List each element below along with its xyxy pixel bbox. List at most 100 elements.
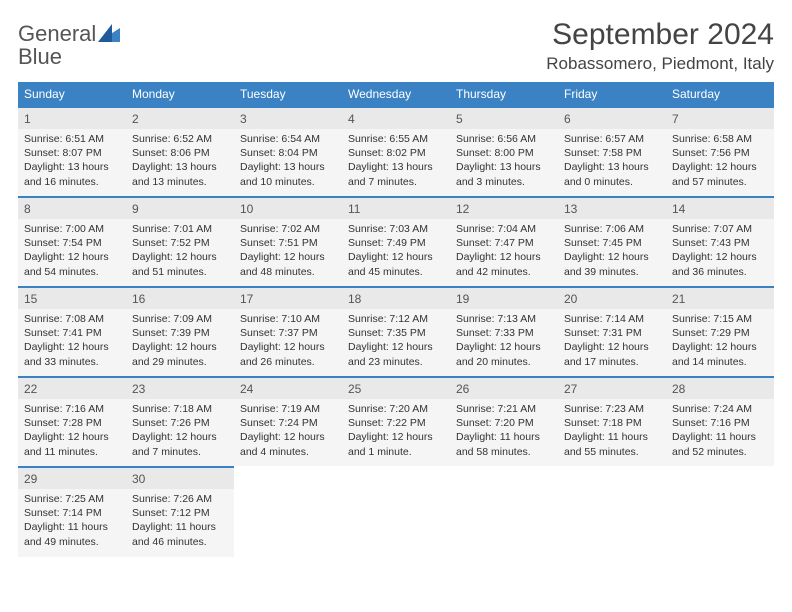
day-detail-line: Sunrise: 7:15 AM xyxy=(672,312,768,326)
day-detail-line: Sunset: 7:33 PM xyxy=(456,326,552,340)
day-cell: Sunrise: 7:09 AMSunset: 7:39 PMDaylight:… xyxy=(126,309,234,377)
day-number: 22 xyxy=(18,377,126,399)
day-detail-line: and 51 minutes. xyxy=(132,265,228,279)
day-cell: Sunrise: 6:57 AMSunset: 7:58 PMDaylight:… xyxy=(558,129,666,197)
day-number: 5 xyxy=(450,107,558,129)
day-detail-line: and 0 minutes. xyxy=(564,175,660,189)
day-detail-line: Sunset: 7:31 PM xyxy=(564,326,660,340)
day-detail-line: Daylight: 12 hours xyxy=(24,430,120,444)
title-block: September 2024 Robassomero, Piedmont, It… xyxy=(546,18,774,74)
day-detail-line: Daylight: 12 hours xyxy=(24,250,120,264)
day-cell: Sunrise: 7:00 AMSunset: 7:54 PMDaylight:… xyxy=(18,219,126,287)
day-number: 6 xyxy=(558,107,666,129)
day-detail-line: Sunset: 7:28 PM xyxy=(24,416,120,430)
day-detail-line: and 58 minutes. xyxy=(456,445,552,459)
day-cell: Sunrise: 6:58 AMSunset: 7:56 PMDaylight:… xyxy=(666,129,774,197)
empty-cell xyxy=(450,467,558,489)
day-cell: Sunrise: 7:06 AMSunset: 7:45 PMDaylight:… xyxy=(558,219,666,287)
day-detail-line: and 23 minutes. xyxy=(348,355,444,369)
day-detail-line: Daylight: 13 hours xyxy=(132,160,228,174)
day-detail-line: Sunrise: 7:07 AM xyxy=(672,222,768,236)
day-detail-line: Sunset: 8:00 PM xyxy=(456,146,552,160)
day-detail-line: Sunset: 7:54 PM xyxy=(24,236,120,250)
day-detail-line: Sunset: 7:49 PM xyxy=(348,236,444,250)
day-detail-line: Sunrise: 7:13 AM xyxy=(456,312,552,326)
day-detail-line: Daylight: 13 hours xyxy=(240,160,336,174)
brand-logo: General Blue xyxy=(18,18,120,69)
day-detail-line: Daylight: 11 hours xyxy=(564,430,660,444)
day-detail-line: Daylight: 12 hours xyxy=(240,430,336,444)
empty-cell xyxy=(234,467,342,489)
day-detail-line: Sunrise: 7:26 AM xyxy=(132,492,228,506)
day-cell: Sunrise: 7:18 AMSunset: 7:26 PMDaylight:… xyxy=(126,399,234,467)
day-detail-line: Daylight: 12 hours xyxy=(132,430,228,444)
day-cell: Sunrise: 6:56 AMSunset: 8:00 PMDaylight:… xyxy=(450,129,558,197)
day-number: 25 xyxy=(342,377,450,399)
day-detail-line: Sunset: 7:14 PM xyxy=(24,506,120,520)
day-detail-line: Daylight: 13 hours xyxy=(348,160,444,174)
day-detail-line: Sunset: 7:26 PM xyxy=(132,416,228,430)
day-cell: Sunrise: 7:10 AMSunset: 7:37 PMDaylight:… xyxy=(234,309,342,377)
header: General Blue September 2024 Robassomero,… xyxy=(18,18,774,74)
day-number: 12 xyxy=(450,197,558,219)
day-detail-line: Sunset: 7:29 PM xyxy=(672,326,768,340)
day-cell: Sunrise: 7:26 AMSunset: 7:12 PMDaylight:… xyxy=(126,489,234,557)
day-detail-line: Sunset: 7:43 PM xyxy=(672,236,768,250)
day-detail-line: and 4 minutes. xyxy=(240,445,336,459)
weekday-header: Tuesday xyxy=(234,82,342,107)
day-detail-line: Daylight: 12 hours xyxy=(132,340,228,354)
day-detail-line: Sunset: 7:47 PM xyxy=(456,236,552,250)
day-detail-line: and 20 minutes. xyxy=(456,355,552,369)
day-detail-line: and 39 minutes. xyxy=(564,265,660,279)
day-detail-line: Sunset: 8:07 PM xyxy=(24,146,120,160)
day-detail-line: Sunset: 7:18 PM xyxy=(564,416,660,430)
day-cell: Sunrise: 7:07 AMSunset: 7:43 PMDaylight:… xyxy=(666,219,774,287)
day-cell: Sunrise: 7:13 AMSunset: 7:33 PMDaylight:… xyxy=(450,309,558,377)
day-cell: Sunrise: 6:55 AMSunset: 8:02 PMDaylight:… xyxy=(342,129,450,197)
day-detail-line: and 7 minutes. xyxy=(348,175,444,189)
day-cell: Sunrise: 6:52 AMSunset: 8:06 PMDaylight:… xyxy=(126,129,234,197)
day-number: 11 xyxy=(342,197,450,219)
day-detail-line: Daylight: 12 hours xyxy=(672,160,768,174)
day-detail-line: Daylight: 12 hours xyxy=(564,340,660,354)
day-number: 18 xyxy=(342,287,450,309)
day-detail-line: Sunrise: 7:19 AM xyxy=(240,402,336,416)
day-cell: Sunrise: 7:23 AMSunset: 7:18 PMDaylight:… xyxy=(558,399,666,467)
day-number: 14 xyxy=(666,197,774,219)
location-text: Robassomero, Piedmont, Italy xyxy=(546,54,774,74)
day-detail-line: Sunrise: 6:52 AM xyxy=(132,132,228,146)
day-detail-line: and 10 minutes. xyxy=(240,175,336,189)
day-number: 27 xyxy=(558,377,666,399)
day-number: 4 xyxy=(342,107,450,129)
day-number: 9 xyxy=(126,197,234,219)
day-detail-line: Sunset: 8:06 PM xyxy=(132,146,228,160)
day-detail-line: and 1 minute. xyxy=(348,445,444,459)
empty-cell xyxy=(666,489,774,557)
day-cell: Sunrise: 7:25 AMSunset: 7:14 PMDaylight:… xyxy=(18,489,126,557)
day-detail-line: Sunrise: 7:10 AM xyxy=(240,312,336,326)
day-number: 19 xyxy=(450,287,558,309)
day-detail-line: Sunset: 7:41 PM xyxy=(24,326,120,340)
day-cell: Sunrise: 7:19 AMSunset: 7:24 PMDaylight:… xyxy=(234,399,342,467)
day-detail-line: and 17 minutes. xyxy=(564,355,660,369)
day-detail-line: Sunrise: 6:58 AM xyxy=(672,132,768,146)
day-detail-line: and 55 minutes. xyxy=(564,445,660,459)
day-detail-line: Daylight: 11 hours xyxy=(24,520,120,534)
day-detail-line: Sunset: 7:35 PM xyxy=(348,326,444,340)
day-number: 24 xyxy=(234,377,342,399)
day-detail-line: and 13 minutes. xyxy=(132,175,228,189)
day-detail-line: Sunset: 7:37 PM xyxy=(240,326,336,340)
day-detail-line: Sunrise: 7:01 AM xyxy=(132,222,228,236)
day-detail-line: Sunrise: 7:02 AM xyxy=(240,222,336,236)
day-detail-line: Daylight: 11 hours xyxy=(132,520,228,534)
day-detail-line: Sunset: 7:51 PM xyxy=(240,236,336,250)
day-number: 20 xyxy=(558,287,666,309)
day-cell: Sunrise: 7:15 AMSunset: 7:29 PMDaylight:… xyxy=(666,309,774,377)
day-detail-line: and 46 minutes. xyxy=(132,535,228,549)
weekday-header: Monday xyxy=(126,82,234,107)
brand-word-1: General xyxy=(18,21,96,46)
day-cell: Sunrise: 7:04 AMSunset: 7:47 PMDaylight:… xyxy=(450,219,558,287)
day-detail-line: Sunset: 7:22 PM xyxy=(348,416,444,430)
day-detail-line: and 16 minutes. xyxy=(24,175,120,189)
day-number: 23 xyxy=(126,377,234,399)
